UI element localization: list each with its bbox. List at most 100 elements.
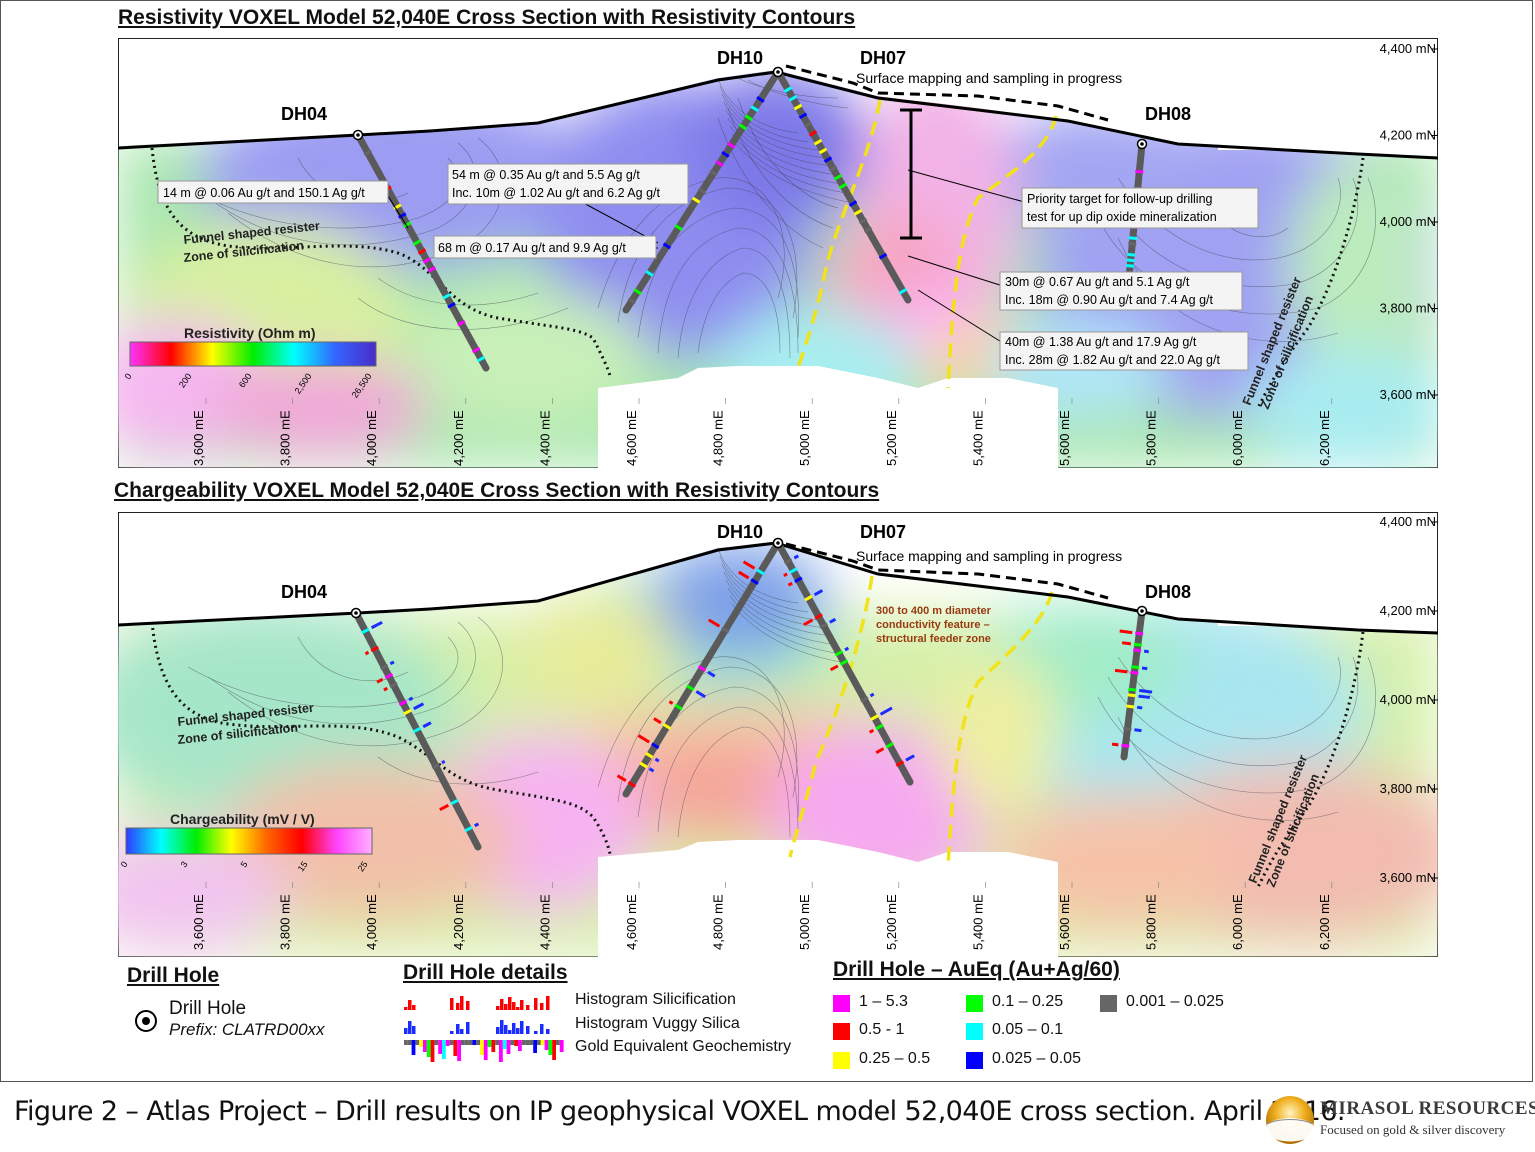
aueq-segment: [788, 95, 798, 102]
company-logo: MIRASOL RESOURCES Focused on gold & silv…: [1262, 1094, 1535, 1146]
geochem-sample-bar: [506, 1040, 511, 1054]
logo-emblem-icon: [1266, 1096, 1314, 1144]
geochem-sample-bar: [533, 1040, 537, 1053]
aueq-swatch: [1100, 995, 1117, 1012]
histogram-bar: [1136, 705, 1143, 710]
easting-label: 5,600 mE: [1057, 894, 1072, 950]
surface-mapping-note: Surface mapping and sampling in progress: [856, 70, 1122, 86]
drill-collar-dot: [356, 133, 360, 137]
resistivity-contours: [187, 616, 1376, 838]
aueq-segment: [674, 224, 683, 232]
histogram-bar: [1111, 742, 1119, 747]
aueq-segment: [1127, 252, 1136, 257]
easting-label: 5,200 mE: [884, 410, 899, 466]
geochem-sample-bar: [426, 1040, 431, 1057]
northing-label: 4,000 mN: [1380, 214, 1436, 229]
callout-dh10-a1: 54 m @ 0.35 Au g/t and 5.5 Ag g/t: [452, 168, 640, 182]
conductivity-note-1: 300 to 400 m diameter: [876, 605, 992, 617]
legend-drillhole-label: Drill Hole: [169, 998, 247, 1019]
histogram-sample-bar: [460, 1029, 464, 1034]
callout-box-dh04: [157, 180, 389, 204]
legend-details-heading: Drill Hole details: [403, 961, 568, 984]
aueq-segment: [727, 141, 736, 149]
easting-label: 5,400 mE: [970, 410, 985, 466]
geochem-sample-bar: [419, 1040, 423, 1047]
aueq-segment: [804, 594, 813, 602]
callout-dh10-a2: Inc. 10m @ 1.02 Au g/t and 6.2 Ag g/t: [452, 186, 660, 200]
callout-dh07-b1: 40m @ 1.38 Au g/t and 17.9 Ag g/t: [1005, 335, 1197, 349]
scale-tick-label: 0: [123, 371, 134, 381]
easting-label: 4,200 mE: [451, 894, 466, 950]
aueq-label: 0.001 – 0.025: [1126, 993, 1224, 1010]
aueq-segment: [412, 726, 422, 734]
aueq-segment: [1135, 169, 1144, 174]
easting-label: 3,600 mE: [191, 894, 206, 950]
aueq-segment: [686, 684, 695, 692]
northing-label: 3,800 mN: [1380, 781, 1436, 796]
legend-details-item-1: Histogram Silicification: [575, 991, 736, 1008]
aueq-segment: [417, 248, 427, 255]
easting-label: 6,000 mE: [1230, 894, 1245, 950]
aueq-segment: [853, 209, 863, 216]
geochem-sample-bar: [430, 1040, 435, 1062]
histogram-bar: [829, 664, 839, 672]
geochem-sample-bar: [434, 1040, 439, 1045]
figure-caption: Figure 2 – Atlas Project – Drill results…: [14, 1096, 1345, 1127]
aueq-segment: [389, 681, 398, 689]
aueq-segment: [1126, 263, 1135, 268]
surface-mapping-note: Surface mapping and sampling in progress: [856, 548, 1122, 564]
dh07-label: DH07: [860, 48, 906, 68]
aueq-segment: [709, 169, 718, 177]
aueq-segment: [427, 266, 437, 273]
histogram-sample-bar: [500, 999, 504, 1010]
aueq-segment: [464, 825, 473, 833]
geochem-sample-bar: [457, 1040, 461, 1061]
easting-label: 6,200 mE: [1317, 410, 1332, 466]
northing-axis: 4,400 mN 4,200 mN 4,000 mN 3,800 mN 3,600 mN: [1380, 514, 1438, 885]
geochem-sample-bar: [464, 1040, 469, 1045]
geochem-sample-bar: [491, 1040, 496, 1052]
histogram-bar: [1134, 728, 1142, 733]
aueq-segment: [447, 302, 456, 309]
geochem-sample-bar: [552, 1040, 556, 1060]
easting-label: 5,000 mE: [797, 894, 812, 950]
aueq-segment: [645, 269, 654, 277]
geochem-sample-bar: [510, 1040, 515, 1045]
easting-label: 4,800 mE: [711, 894, 726, 950]
panel-title-resistivity: Resistivity VOXEL Model 52,040E Cross Se…: [118, 6, 856, 29]
histogram-bar: [383, 686, 389, 692]
easting-label: 5,200 mE: [884, 894, 899, 950]
histogram-sample-bar: [516, 1007, 520, 1010]
aueq-segment: [1128, 241, 1137, 246]
aueq-segment: [633, 288, 642, 296]
aueq-segment: [750, 578, 759, 585]
histogram-sample-bar: [526, 1026, 530, 1034]
aueq-segment: [750, 105, 759, 113]
easting-label: 6,200 mE: [1317, 894, 1332, 950]
easting-label: 4,000 mE: [364, 894, 379, 950]
histogram-bar: [738, 570, 750, 580]
histogram-bar: [637, 734, 651, 744]
geochem-sample-bar: [423, 1040, 427, 1052]
geochem-sample-bar: [540, 1040, 545, 1045]
geochem-sample-bar: [529, 1040, 534, 1045]
histogram-bar: [389, 660, 395, 666]
histogram-bar: [1141, 666, 1148, 671]
histogram-bar: [844, 646, 850, 652]
aueq-segment: [1128, 236, 1137, 241]
aueq-segment: [789, 567, 798, 574]
aueq-segment: [834, 650, 844, 657]
aueq-segment: [858, 217, 868, 225]
aueq-segment: [783, 558, 793, 565]
easting-label: 5,000 mE: [797, 410, 812, 466]
logo-name: MIRASOL RESOURCES: [1320, 1098, 1535, 1119]
histogram-sample-bar: [534, 998, 538, 1010]
aueq-segment: [848, 200, 858, 207]
aueq-segment: [738, 123, 748, 131]
callout-box-dh10-a: [447, 163, 689, 205]
scale-tick-label: 0: [119, 859, 130, 869]
structural-boundaries: [796, 99, 1058, 389]
resistivity-scale-title: Resistivity (Ohm m): [184, 325, 315, 341]
drill-holes: [350, 537, 1153, 851]
aueq-label: 0.025 – 0.05: [992, 1050, 1081, 1067]
